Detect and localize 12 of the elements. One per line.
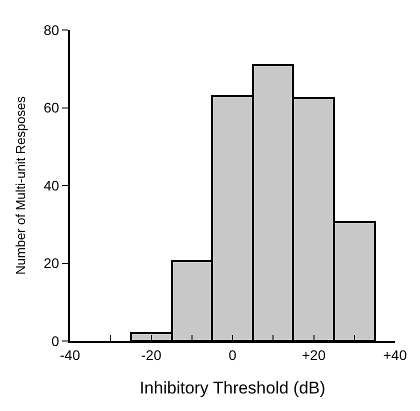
y-axis-title: Number of Multi-unit Resposes [13, 96, 28, 275]
y-tick-label: 80 [44, 22, 60, 38]
y-tick-label: 40 [44, 177, 60, 194]
x-tick-label: +20 [302, 346, 326, 363]
x-axis-title: Inhibitory Threshold (dB) [140, 378, 326, 398]
y-tick-label: 60 [44, 100, 60, 116]
y-tick-label: 0 [51, 332, 60, 349]
x-tick-label: 0 [228, 346, 237, 363]
x-tick-label: +40 [383, 346, 408, 363]
x-tick-label: -40 [60, 346, 80, 363]
y-tick-label: 20 [44, 255, 60, 272]
x-tick-label: -20 [141, 346, 162, 363]
